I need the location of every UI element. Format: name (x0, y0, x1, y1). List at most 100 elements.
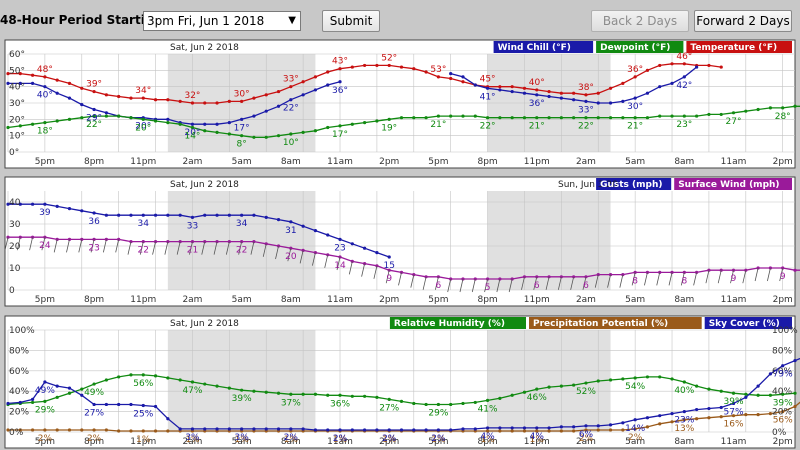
data-point (498, 88, 502, 92)
data-point (104, 213, 108, 217)
wind-barb (644, 272, 648, 286)
data-label: 79% (773, 370, 793, 380)
wind-barb (582, 276, 587, 290)
data-label: 3% (185, 433, 200, 443)
x-tick-label: 11am (327, 295, 353, 305)
x-tick-label: 11am (327, 157, 353, 167)
panel-frame (4, 176, 796, 307)
data-point (424, 70, 428, 74)
data-label: 41% (478, 404, 498, 414)
wind-barb (275, 245, 279, 260)
data-point (104, 402, 108, 407)
data-point (326, 233, 330, 237)
legend-entry: Temperature (°F) (690, 43, 777, 53)
data-point (30, 235, 35, 239)
data-point (338, 255, 342, 259)
data-label: 34 (138, 219, 150, 229)
data-point (670, 62, 674, 66)
legend-entry: Relative Humidity (%) (394, 319, 505, 329)
data-point (473, 277, 477, 281)
night-shade (487, 330, 611, 432)
data-point (80, 209, 84, 213)
data-point (756, 266, 760, 270)
data-point (461, 75, 465, 79)
data-label: 56% (133, 379, 153, 389)
data-label: 16% (724, 420, 744, 430)
data-point (633, 427, 637, 431)
data-point (129, 116, 133, 120)
legend-entry: Wind Chill (°F) (498, 43, 571, 53)
x-tick-label: 11am (721, 437, 747, 447)
data-point (670, 81, 674, 85)
data-point (313, 75, 318, 79)
data-label: 4% (530, 432, 545, 442)
period-select[interactable]: 3pm Fri, Jun 1 2018 ▼ (143, 11, 301, 31)
data-point (326, 393, 330, 397)
y-tick-label-right: 20% (772, 408, 792, 418)
data-point (104, 93, 108, 97)
data-label: 10° (283, 138, 299, 148)
data-point (129, 213, 133, 217)
data-point (117, 375, 121, 379)
data-label: 23 (334, 243, 345, 253)
data-point (768, 372, 773, 376)
data-point (436, 428, 440, 432)
data-point (264, 390, 268, 394)
data-point (682, 62, 686, 66)
forward-2-days-button[interactable]: Forward 2 Days (694, 10, 792, 32)
data-point (535, 116, 539, 120)
wind-barb (102, 239, 107, 253)
data-point (658, 114, 662, 118)
wind-barb (447, 278, 452, 293)
data-point (633, 376, 637, 380)
data-point (6, 235, 10, 239)
data-point (276, 391, 281, 395)
data-point (473, 83, 477, 87)
wind-barb (594, 274, 599, 288)
data-point (375, 428, 379, 432)
data-label: 1% (185, 435, 200, 445)
data-point (547, 94, 551, 99)
data-point (436, 275, 440, 279)
wind-barb (78, 239, 83, 253)
x-tick-label: 11pm (130, 157, 156, 167)
data-point (695, 384, 699, 388)
data-label: 25% (133, 409, 153, 419)
data-point (793, 391, 797, 395)
data-label: 9 (780, 272, 786, 282)
wind-barb (631, 272, 636, 286)
data-point (535, 387, 539, 391)
date-label: Sat, Jun 2 2018 (170, 180, 239, 190)
back-2-days-button[interactable]: Back 2 Days (591, 10, 689, 32)
data-label: 8 (681, 276, 687, 286)
data-label: 27% (379, 403, 399, 413)
legend-swatch (686, 41, 792, 53)
x-tick-label: 8am (674, 295, 694, 305)
data-label: 39% (724, 397, 744, 407)
data-point (424, 275, 428, 279)
data-point (313, 88, 318, 92)
data-point (43, 85, 47, 89)
data-point (375, 119, 379, 123)
data-point (375, 251, 379, 255)
data-label: 56% (773, 416, 793, 426)
data-point (215, 101, 219, 105)
data-point (424, 116, 428, 120)
data-point (264, 93, 268, 97)
submit-button[interactable]: Submit (322, 10, 380, 32)
data-point (596, 101, 600, 105)
data-point (92, 402, 96, 407)
data-label: 49% (35, 386, 55, 396)
wind-barb (680, 272, 685, 286)
data-point (695, 417, 699, 421)
data-point (227, 213, 231, 217)
data-point (313, 229, 318, 233)
data-point (153, 119, 158, 123)
x-tick-label: 11pm (130, 437, 156, 447)
data-point (153, 404, 158, 409)
control-bar: 48-Hour Period Starting: 3pm Fri, Jun 1 … (0, 0, 800, 38)
data-point (522, 429, 527, 433)
wind-barb (262, 243, 267, 257)
data-label: 36° (627, 65, 643, 75)
data-point (473, 114, 477, 118)
